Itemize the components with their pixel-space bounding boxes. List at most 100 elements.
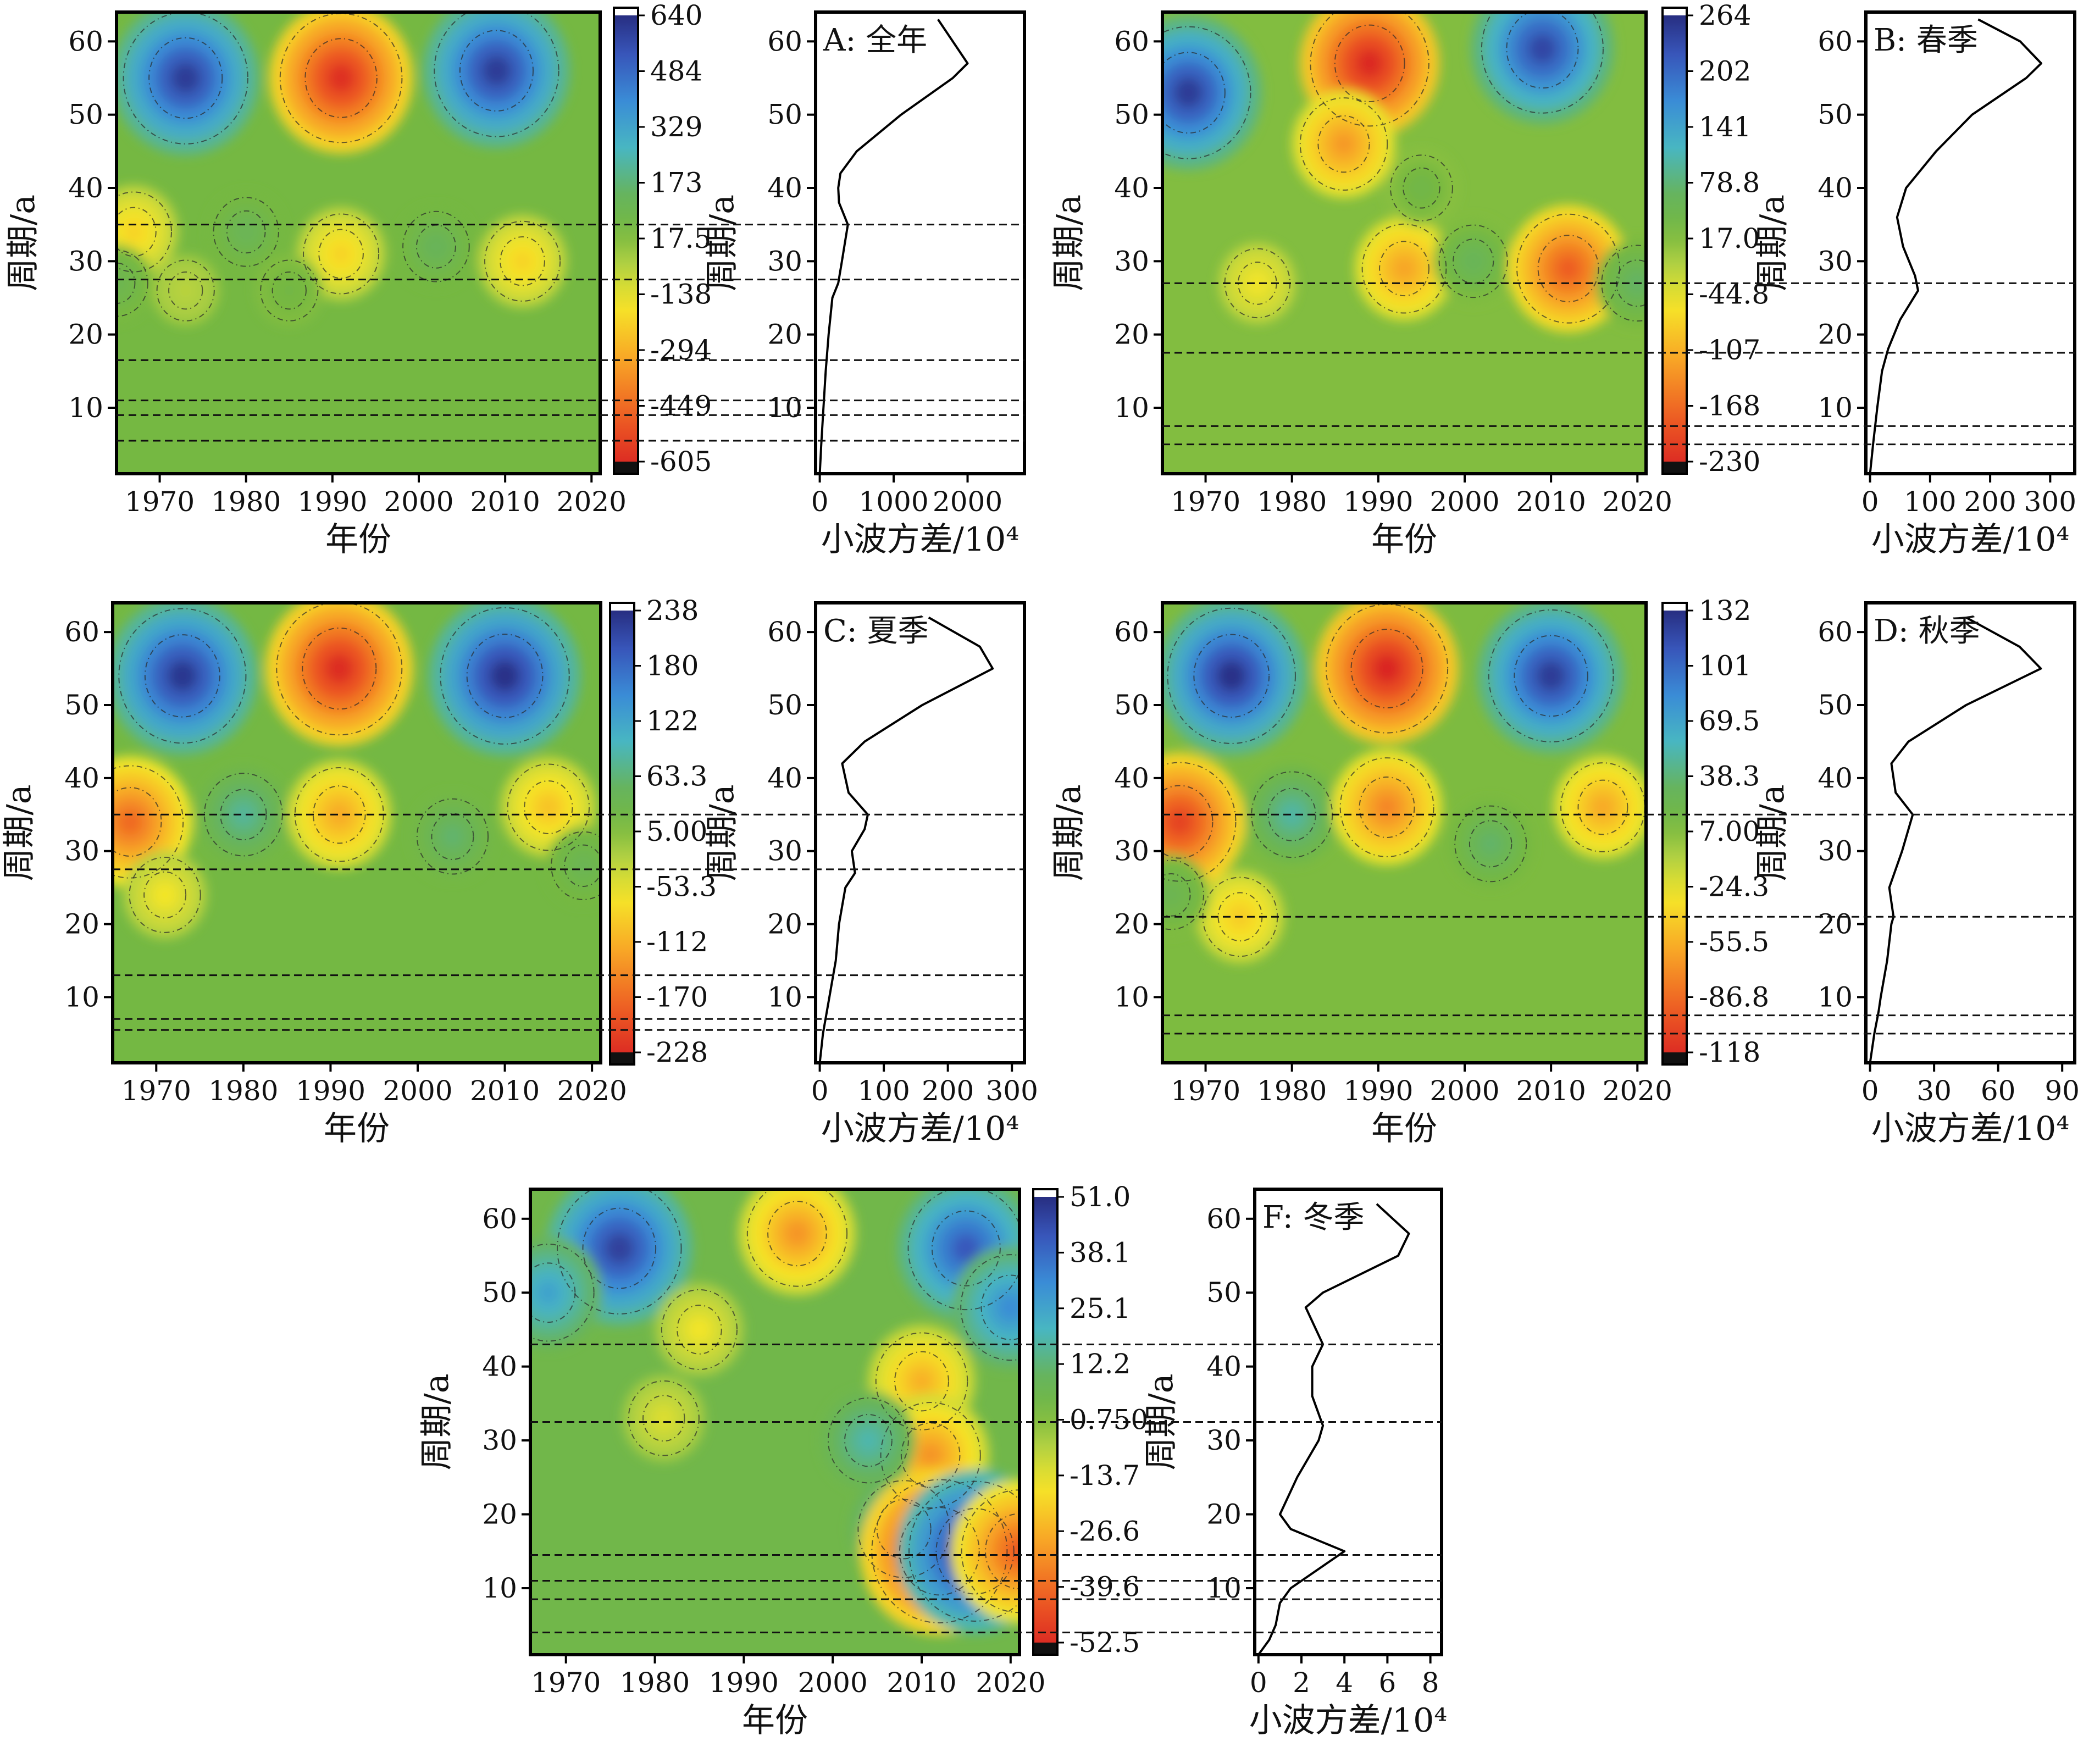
colorbar-tick-label: -112	[646, 926, 708, 958]
contour-line	[767, 1201, 827, 1267]
y-tick-label: 30	[1114, 245, 1149, 277]
variance-tick-label: 0	[811, 486, 829, 518]
x-tick-label: 1970	[531, 1667, 601, 1699]
panel-label: B: 春季	[1874, 23, 1978, 58]
contour-line	[894, 1351, 949, 1412]
contour-line	[304, 38, 378, 118]
x-tick-label: 1990	[1343, 486, 1413, 518]
wavelet-blob	[1433, 219, 1514, 304]
colorbar-tick-label: -55.5	[1699, 926, 1769, 958]
variance-tick-label: 90	[2044, 1075, 2080, 1107]
variance-curve	[1869, 18, 2042, 474]
variance-y-tick-label: 20	[1818, 908, 1853, 940]
colorbar-A: 640 484 329 173 17.5 -138 -294 -449 -605	[613, 0, 712, 478]
colorbar-tick-label: 38.3	[1699, 761, 1760, 792]
wavelet-blob	[1508, 205, 1629, 332]
variance-y-tick-label: 60	[767, 616, 802, 648]
contour-line	[271, 271, 307, 310]
x-tick-label: 1990	[1343, 1075, 1413, 1107]
variance-y-tick-label: 60	[1818, 616, 1853, 648]
contour-line	[143, 871, 187, 919]
contour-line	[875, 1332, 968, 1430]
colorbar-tick-label: 7.00	[1699, 816, 1760, 847]
contour-line	[1162, 52, 1226, 134]
variance-tick-label: 30	[1916, 1075, 1952, 1107]
variance-tick-label: 60	[1981, 1075, 2016, 1107]
colorbar-C: 238 180 122 63.3 5.00 -53.3 -112 -170 -228	[609, 595, 717, 1068]
contour-line	[431, 813, 474, 860]
contour-line	[213, 197, 279, 267]
contour-line	[466, 634, 544, 718]
contour-line	[642, 1395, 685, 1442]
wavelet-blob	[655, 1283, 744, 1377]
colorbar-tick-label: -230	[1699, 446, 1760, 478]
heatmap-D	[1162, 603, 1646, 1063]
wavelet-blob	[821, 1390, 916, 1490]
y-tick-label: 20	[1114, 908, 1149, 940]
colorbar-tick-label: -138	[650, 279, 712, 310]
wavelet-blob	[429, 603, 581, 756]
heatmap-B	[1162, 12, 1646, 474]
y-tick-label: 60	[482, 1203, 517, 1235]
contour-line	[1317, 115, 1370, 173]
y-axis-label: 周期/a	[418, 1374, 456, 1471]
wavelet-blob	[255, 255, 323, 326]
contour-line	[871, 1479, 1008, 1624]
x-axis-label: 年份	[1371, 1110, 1437, 1148]
contour-line	[1193, 634, 1270, 718]
y-tick-label: 10	[1114, 392, 1149, 424]
variance-panel-B: 0 100 200 300 10 20 30 40 50 60 周期/a 小波方差/10⁴ B: 春季	[1753, 10, 2076, 559]
y-axis-label: 周期/a	[1050, 785, 1088, 881]
x-tick-label: 2020	[976, 1667, 1045, 1699]
variance-panel-D: 0 30 60 90 10 20 30 40 50 60 周期/a 小波方差/10⁴ D: 秋季	[1753, 601, 2080, 1148]
colorbar-tick-label: 51.0	[1070, 1181, 1131, 1213]
contour-line	[118, 608, 247, 744]
y-tick-label: 10	[1114, 981, 1149, 1013]
heatmap-frame	[111, 601, 602, 1064]
contour-line	[1267, 787, 1316, 841]
variance-y-tick-label: 40	[1206, 1351, 1242, 1383]
variance-tick-label: 0	[1861, 486, 1879, 518]
contour-line	[961, 1489, 1019, 1613]
wavelet-blob	[397, 206, 475, 288]
y-tick-label: 20	[68, 319, 103, 351]
wavelet-blob	[1448, 800, 1533, 888]
contour-line	[302, 627, 377, 710]
colorbar-tick-label: -39.6	[1070, 1571, 1140, 1603]
y-axis-label: 周期/a	[1050, 195, 1088, 291]
contour-line	[303, 213, 380, 295]
x-tick-label: 2000	[1429, 1075, 1499, 1107]
wavelet-blob	[287, 759, 392, 869]
variance-y-tick-label: 60	[1206, 1203, 1242, 1235]
x-axis-label: 年份	[1371, 520, 1437, 559]
x-tick-label: 2000	[384, 486, 453, 518]
wavelet-blob	[152, 255, 220, 326]
y-tick-label: 20	[64, 908, 99, 940]
wavelet-blob	[738, 1189, 856, 1295]
contour-line	[117, 249, 148, 317]
variance-tick-label: 200	[1964, 486, 2016, 518]
variance-y-tick-label: 20	[767, 319, 802, 351]
contour-line	[1438, 224, 1508, 298]
colorbar-tick-label: -605	[650, 446, 712, 478]
contour-line	[582, 1207, 657, 1289]
x-tick-label: 2020	[557, 486, 627, 518]
variance-y-tick-label: 40	[767, 762, 802, 794]
contour-line	[557, 1189, 682, 1315]
contour-line	[117, 207, 157, 257]
wavelet-blob	[1332, 750, 1442, 865]
wavelet-blob	[1162, 15, 1262, 170]
colorbar-tick-label: -53.3	[646, 871, 717, 903]
y-tick-label: 30	[64, 835, 99, 867]
x-tick-label: 1990	[297, 486, 367, 518]
contour-line	[1454, 805, 1527, 883]
contour-line	[857, 1480, 950, 1578]
colorbar-tick-label: 122	[646, 705, 699, 737]
colorbar-tick-label: -118	[1699, 1036, 1760, 1068]
y-tick-label: 20	[1114, 319, 1149, 351]
colorbar-tick-label: 17.5	[650, 223, 711, 254]
y-tick-label: 60	[1114, 25, 1149, 57]
x-tick-label: 2000	[798, 1667, 868, 1699]
x-axis-label: 年份	[324, 1110, 390, 1148]
